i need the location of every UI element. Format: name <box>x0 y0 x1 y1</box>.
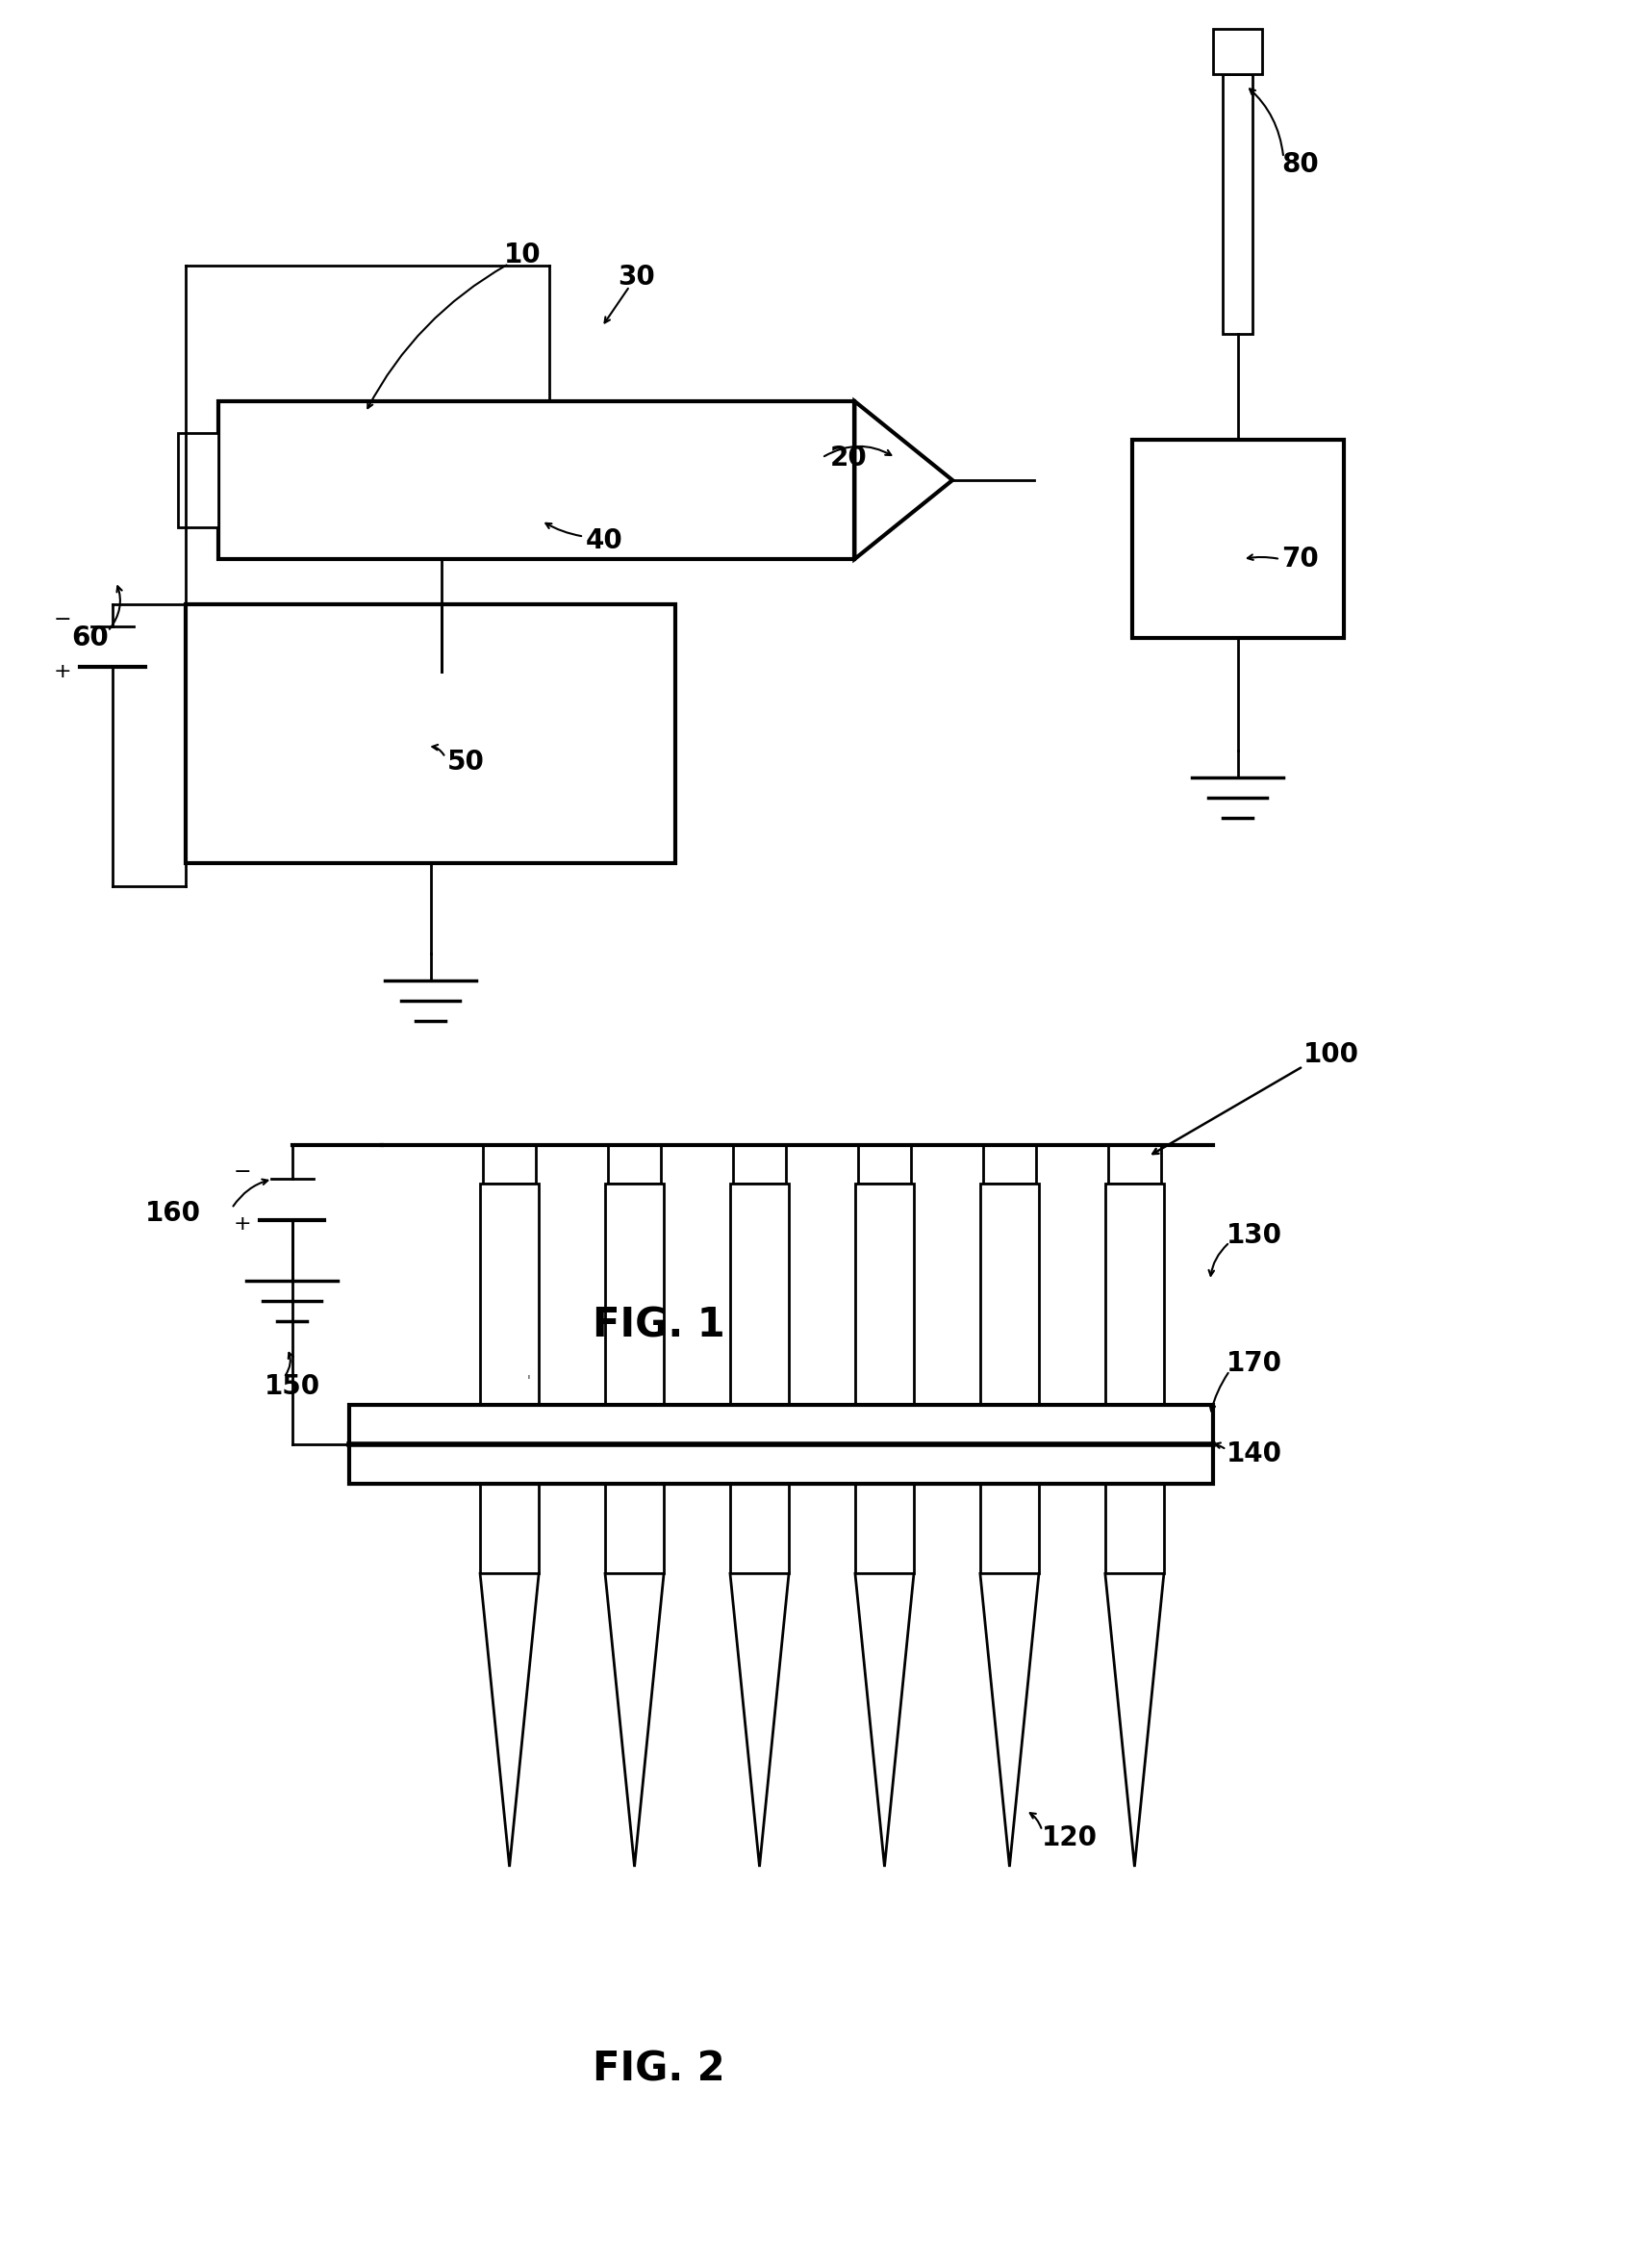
Bar <box>1108 1145 1161 1184</box>
Text: 30: 30 <box>618 263 656 290</box>
Text: 70: 70 <box>1282 547 1318 572</box>
Text: FIG. 1: FIG. 1 <box>593 1306 725 1345</box>
Text: 20: 20 <box>830 445 868 472</box>
Text: 150: 150 <box>265 1372 321 1399</box>
Bar <box>219 401 855 560</box>
Bar <box>605 1483 664 1574</box>
Text: 40: 40 <box>585 528 623 553</box>
Text: +: + <box>233 1216 252 1234</box>
Polygon shape <box>730 1574 789 1867</box>
Text: −: − <box>233 1163 252 1182</box>
Bar <box>733 1145 786 1184</box>
Text: 50: 50 <box>447 748 485 776</box>
Text: 80: 80 <box>1282 152 1318 177</box>
Bar <box>483 1145 536 1184</box>
Text: FIG. 2: FIG. 2 <box>593 2050 725 2089</box>
Text: 170: 170 <box>1226 1349 1282 1377</box>
Bar <box>980 1483 1039 1574</box>
Bar <box>980 1184 1039 1404</box>
Bar <box>855 1184 914 1404</box>
Text: 60: 60 <box>72 624 109 651</box>
Bar <box>605 1184 664 1404</box>
Text: 160: 160 <box>145 1200 201 1227</box>
Text: 140: 140 <box>1226 1440 1282 1467</box>
Text: 100: 100 <box>1304 1041 1360 1068</box>
Text: 130: 130 <box>1226 1222 1282 1250</box>
Bar <box>1223 75 1253 333</box>
Bar <box>1105 1184 1164 1404</box>
Bar <box>480 1483 539 1574</box>
Bar <box>585 1404 684 1483</box>
Bar <box>1085 1404 1184 1483</box>
Text: 120: 120 <box>1042 1823 1098 1851</box>
Polygon shape <box>980 1574 1039 1867</box>
Bar <box>480 1184 539 1404</box>
Bar <box>730 1483 789 1574</box>
Bar <box>460 1404 559 1483</box>
Bar <box>186 603 676 864</box>
Text: 10: 10 <box>505 240 541 268</box>
Polygon shape <box>855 1574 914 1867</box>
Bar <box>178 433 219 528</box>
Bar <box>1105 1483 1164 1574</box>
Polygon shape <box>605 1574 664 1867</box>
Bar <box>1131 440 1343 637</box>
Bar <box>730 1184 789 1404</box>
Text: +: + <box>54 662 72 680</box>
Bar <box>1213 29 1263 75</box>
Bar <box>983 1145 1036 1184</box>
Text: ˈ: ˈ <box>526 1374 531 1388</box>
Bar <box>608 1145 661 1184</box>
Bar <box>858 1145 911 1184</box>
Bar <box>710 1404 809 1483</box>
Text: −: − <box>54 610 72 631</box>
Polygon shape <box>480 1574 539 1867</box>
Bar <box>349 1404 1213 1483</box>
Bar <box>835 1404 934 1483</box>
Polygon shape <box>855 401 952 560</box>
Bar <box>960 1404 1059 1483</box>
Polygon shape <box>1105 1574 1164 1867</box>
Bar <box>855 1483 914 1574</box>
